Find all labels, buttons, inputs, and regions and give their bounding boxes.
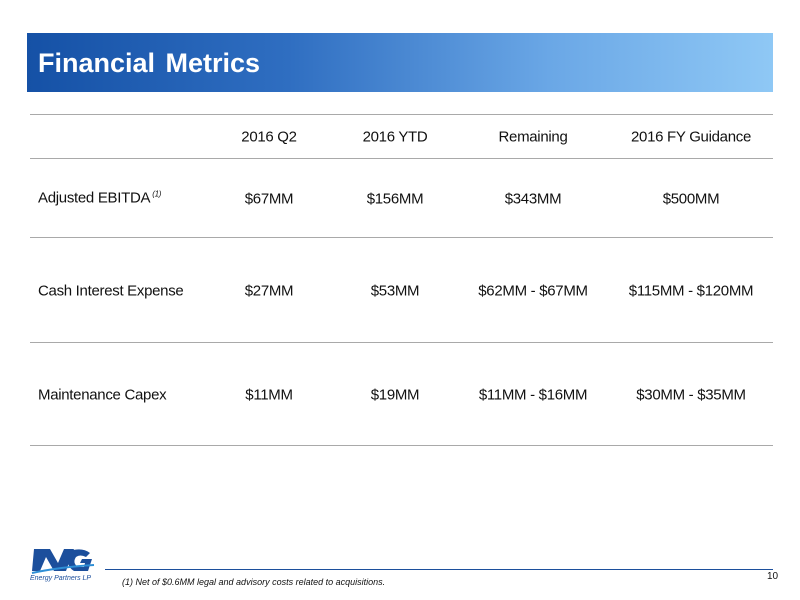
ngl-logo [31, 549, 95, 574]
table-cell: $115MM - $120MM [628, 282, 754, 300]
column-header: Remaining [498, 128, 568, 146]
row-label-maintenance-capex: Maintenance Capex [38, 386, 167, 404]
table-cell: $156MM [366, 190, 424, 208]
header-rule [30, 158, 773, 159]
page-title: Financial Metrics [38, 48, 261, 78]
row-label-adjusted-ebitda: Adjusted EBITDA (1) [38, 189, 162, 207]
table-cell: $500MM [662, 190, 720, 208]
table-cell: $53MM [370, 282, 420, 300]
table-top-rule [30, 114, 773, 115]
column-header: 2016 FY Guidance [630, 128, 752, 146]
logo-subtext: Energy Partners LP [30, 575, 92, 582]
table-cell: $11MM - $16MM [478, 386, 588, 404]
column-header: 2016 Q2 [241, 128, 297, 146]
row-rule [30, 342, 773, 343]
table-cell: $27MM [244, 282, 294, 300]
footnote: (1) Net of $0.6MM legal and advisory cos… [122, 577, 386, 587]
table-cell: $30MM - $35MM [636, 386, 746, 404]
table-cell: $11MM [245, 386, 293, 404]
title-banner: Financial Metrics [27, 33, 773, 92]
row-rule [30, 237, 773, 238]
table-cell: $67MM [244, 190, 294, 208]
table-bottom-rule [30, 445, 773, 446]
table-cell: $19MM [370, 386, 420, 404]
page-number: 10 [767, 571, 779, 582]
footnote-marker: (1) [152, 189, 162, 199]
row-label-cash-interest-expense: Cash Interest Expense [38, 282, 184, 300]
table-cell: $62MM - $67MM [478, 282, 588, 300]
footer-rule [105, 569, 773, 570]
table-cell: $343MM [504, 190, 562, 208]
column-header: 2016 YTD [362, 128, 428, 146]
